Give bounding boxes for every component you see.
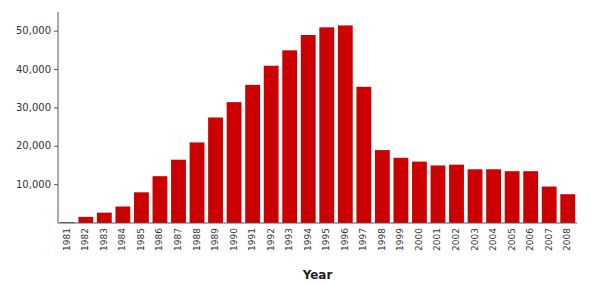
bar (301, 35, 316, 223)
x-axis-label: Year (302, 268, 333, 282)
x-tick-label: 1987 (173, 228, 183, 251)
x-tick-label: 1993 (284, 228, 294, 251)
y-tick (54, 107, 58, 108)
x-tick-label: 2005 (507, 228, 517, 251)
x-tick-label: 1988 (192, 228, 202, 251)
x-tick-label: 2006 (525, 228, 535, 251)
bar (412, 162, 427, 223)
chart-container: 10,00020,00030,00040,00050,0001981198219… (0, 0, 591, 285)
y-tick (54, 184, 58, 185)
y-tick-label: 40,000 (16, 64, 51, 75)
bar (356, 87, 371, 223)
bar (523, 171, 538, 223)
y-axis-line (58, 12, 59, 223)
x-tick-label: 1992 (266, 228, 276, 251)
bar (264, 66, 279, 223)
y-tick-label: 30,000 (16, 102, 51, 113)
bar (115, 207, 130, 223)
chart-svg: 10,00020,00030,00040,00050,0001981198219… (0, 0, 591, 285)
y-axis: 10,000 20,000 30,000 40,000 50,000 (16, 25, 58, 189)
x-axis: 1981 1982 1983 1984 1985 1986 1987 1988 1989 1990… (62, 228, 572, 251)
bar (431, 165, 446, 223)
bar (282, 50, 297, 223)
x-tick-label: 1989 (210, 228, 220, 251)
x-tick-label: 2004 (488, 228, 498, 251)
bar (134, 192, 149, 223)
bar (486, 169, 501, 223)
x-tick-label: 1984 (117, 228, 127, 251)
x-tick-label: 1982 (80, 228, 90, 251)
x-tick-label: 1983 (99, 228, 109, 251)
x-axis-line (58, 223, 577, 224)
bar (171, 160, 186, 223)
x-tick-label: 1997 (358, 228, 368, 251)
x-tick-label: 1990 (229, 228, 239, 251)
x-tick-label: 1999 (395, 228, 405, 251)
bar (227, 102, 242, 223)
bar (319, 27, 334, 223)
bar (393, 158, 408, 223)
bar (542, 187, 557, 223)
x-tick-label: 1996 (340, 228, 350, 251)
y-tick-label: 50,000 (16, 25, 51, 36)
bar (505, 171, 520, 223)
x-tick-label: 2001 (432, 228, 442, 251)
x-tick-label: 1991 (247, 228, 257, 251)
x-tick-label: 1981 (62, 228, 72, 251)
y-tick (54, 31, 58, 32)
x-tick-label: 1998 (377, 228, 387, 251)
bar (208, 118, 223, 224)
y-tick-label: 10,000 (16, 179, 51, 190)
bar (449, 165, 464, 223)
x-tick-label: 1986 (154, 228, 164, 251)
bar (245, 85, 260, 223)
x-tick-label: 1985 (136, 228, 146, 251)
x-tick-label: 2000 (414, 228, 424, 251)
bar (153, 176, 168, 223)
x-tick-label: 2007 (544, 228, 554, 251)
bar (375, 150, 390, 223)
x-tick-label: 2003 (470, 228, 480, 251)
x-tick-label: 2002 (451, 228, 461, 251)
bar (338, 25, 353, 223)
bar (78, 217, 93, 223)
y-tick-label: 20,000 (16, 140, 51, 151)
y-tick (54, 146, 58, 147)
bars (60, 25, 575, 223)
bar (468, 169, 483, 223)
y-tick (54, 69, 58, 70)
x-tick-label: 1995 (321, 228, 331, 251)
x-tick-label: 2008 (562, 228, 572, 251)
bar (190, 142, 205, 223)
bar (560, 194, 575, 223)
bar (97, 213, 112, 223)
x-tick-label: 1994 (303, 228, 313, 251)
